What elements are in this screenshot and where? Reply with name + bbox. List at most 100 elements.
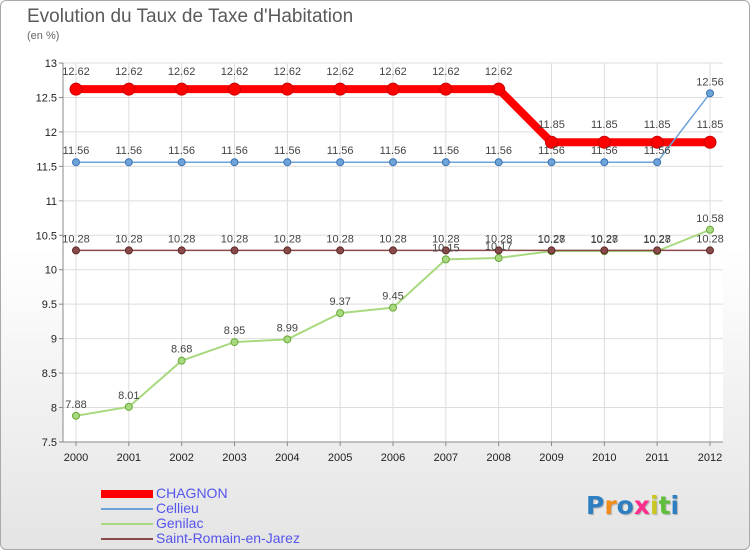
y-tick-label: 12 — [45, 127, 57, 139]
x-tick-label: 2003 — [222, 452, 246, 464]
data-label: 10.28 — [643, 233, 671, 245]
x-tick-label: 2012 — [698, 452, 722, 464]
y-tick-label: 11.5 — [36, 161, 57, 173]
data-label: 10.27 — [643, 234, 671, 246]
data-point — [547, 246, 556, 255]
logo-letter: i — [670, 491, 680, 520]
x-tick-label: 2007 — [434, 452, 458, 464]
data-label: 11.56 — [432, 145, 459, 157]
data-label: 10.28 — [326, 233, 354, 245]
logo-letter: P — [586, 491, 605, 520]
y-tick-label: 8.5 — [42, 368, 57, 380]
data-point — [597, 135, 611, 149]
data-point — [547, 158, 556, 167]
data-point — [175, 82, 189, 96]
data-point — [230, 338, 239, 347]
data-label: 8.68 — [171, 344, 192, 356]
logo-letter: o — [616, 491, 634, 520]
data-label: 11.56 — [221, 145, 248, 157]
data-point — [283, 158, 292, 167]
data-point — [177, 158, 186, 167]
legend-label: Saint-Romain-en-Jarez — [156, 530, 300, 546]
proxiti-logo: Proxiti — [586, 491, 679, 520]
data-point — [177, 246, 186, 255]
data-point — [653, 246, 662, 255]
data-label: 10.28 — [591, 233, 619, 245]
data-point — [494, 158, 503, 167]
data-label: 11.56 — [485, 145, 512, 157]
data-label: 10.28 — [168, 233, 196, 245]
data-label: 10.27 — [591, 234, 619, 246]
data-point — [703, 135, 717, 149]
data-label: 12.62 — [379, 66, 407, 78]
data-point — [333, 82, 347, 96]
x-tick-label: 2002 — [169, 452, 193, 464]
data-point — [441, 158, 450, 167]
data-point — [283, 246, 292, 255]
data-label: 10.28 — [274, 233, 302, 245]
data-label: 9.45 — [382, 291, 403, 303]
chart-subtitle: (en %) — [27, 30, 60, 42]
data-label: 10.28 — [485, 233, 513, 245]
data-label: 11.56 — [644, 145, 671, 157]
data-label: 10.17 — [485, 241, 513, 253]
data-label: 11.85 — [591, 119, 618, 131]
data-point — [389, 303, 397, 312]
data-point — [706, 225, 714, 234]
data-label: 12.62 — [168, 66, 196, 78]
legend-label: Genilac — [156, 515, 204, 531]
x-tick-label: 2006 — [381, 452, 405, 464]
data-label: 12.62 — [432, 66, 460, 78]
y-tick-label: 7.5 — [42, 437, 57, 449]
data-label: 10.15 — [432, 242, 460, 254]
data-point — [494, 254, 503, 263]
legend-swatch — [101, 538, 153, 540]
data-point — [177, 356, 186, 365]
logo-letter: r — [604, 491, 617, 520]
data-point — [230, 158, 239, 167]
data-label: 12.62 — [115, 66, 143, 78]
legend-swatch — [101, 523, 153, 525]
data-point — [124, 158, 133, 167]
data-point — [72, 246, 80, 255]
data-label: 11.56 — [63, 145, 90, 157]
logo-letter: x — [633, 491, 650, 520]
data-label: 12.62 — [485, 66, 513, 78]
data-point — [706, 89, 714, 98]
y-tick-label: 11 — [46, 196, 57, 208]
data-point — [336, 309, 345, 318]
data-point — [228, 82, 241, 96]
data-label: 12.62 — [326, 66, 354, 78]
data-point — [650, 135, 664, 149]
data-label: 9.37 — [329, 296, 350, 308]
x-tick-label: 2011 — [645, 452, 669, 464]
data-label: 11.56 — [115, 145, 142, 157]
data-label: 10.58 — [696, 213, 724, 225]
data-label: 11.56 — [591, 145, 618, 157]
data-point — [280, 82, 294, 96]
data-point — [124, 402, 133, 411]
logo-letter: t — [658, 491, 671, 520]
data-point — [600, 158, 609, 167]
data-point — [72, 411, 80, 420]
data-label: 8.01 — [118, 390, 139, 402]
data-point — [72, 158, 80, 167]
data-point — [389, 158, 397, 167]
data-label: 11.85 — [697, 119, 724, 131]
data-point — [706, 246, 714, 255]
y-tick-label: 13 — [45, 58, 57, 70]
data-point — [336, 246, 345, 255]
data-label: 8.99 — [277, 322, 298, 334]
logo-letter: i — [650, 491, 659, 520]
x-tick-label: 2010 — [592, 452, 616, 464]
legend-swatch — [101, 490, 153, 498]
chart-title: Evolution du Taux de Taxe d'Habitation — [27, 6, 354, 27]
data-point — [122, 82, 136, 96]
data-point — [653, 158, 662, 167]
data-label: 7.88 — [65, 399, 86, 411]
data-label: 10.28 — [379, 233, 407, 245]
data-point — [283, 335, 292, 344]
data-point — [69, 82, 83, 96]
data-label: 11.56 — [274, 145, 301, 157]
